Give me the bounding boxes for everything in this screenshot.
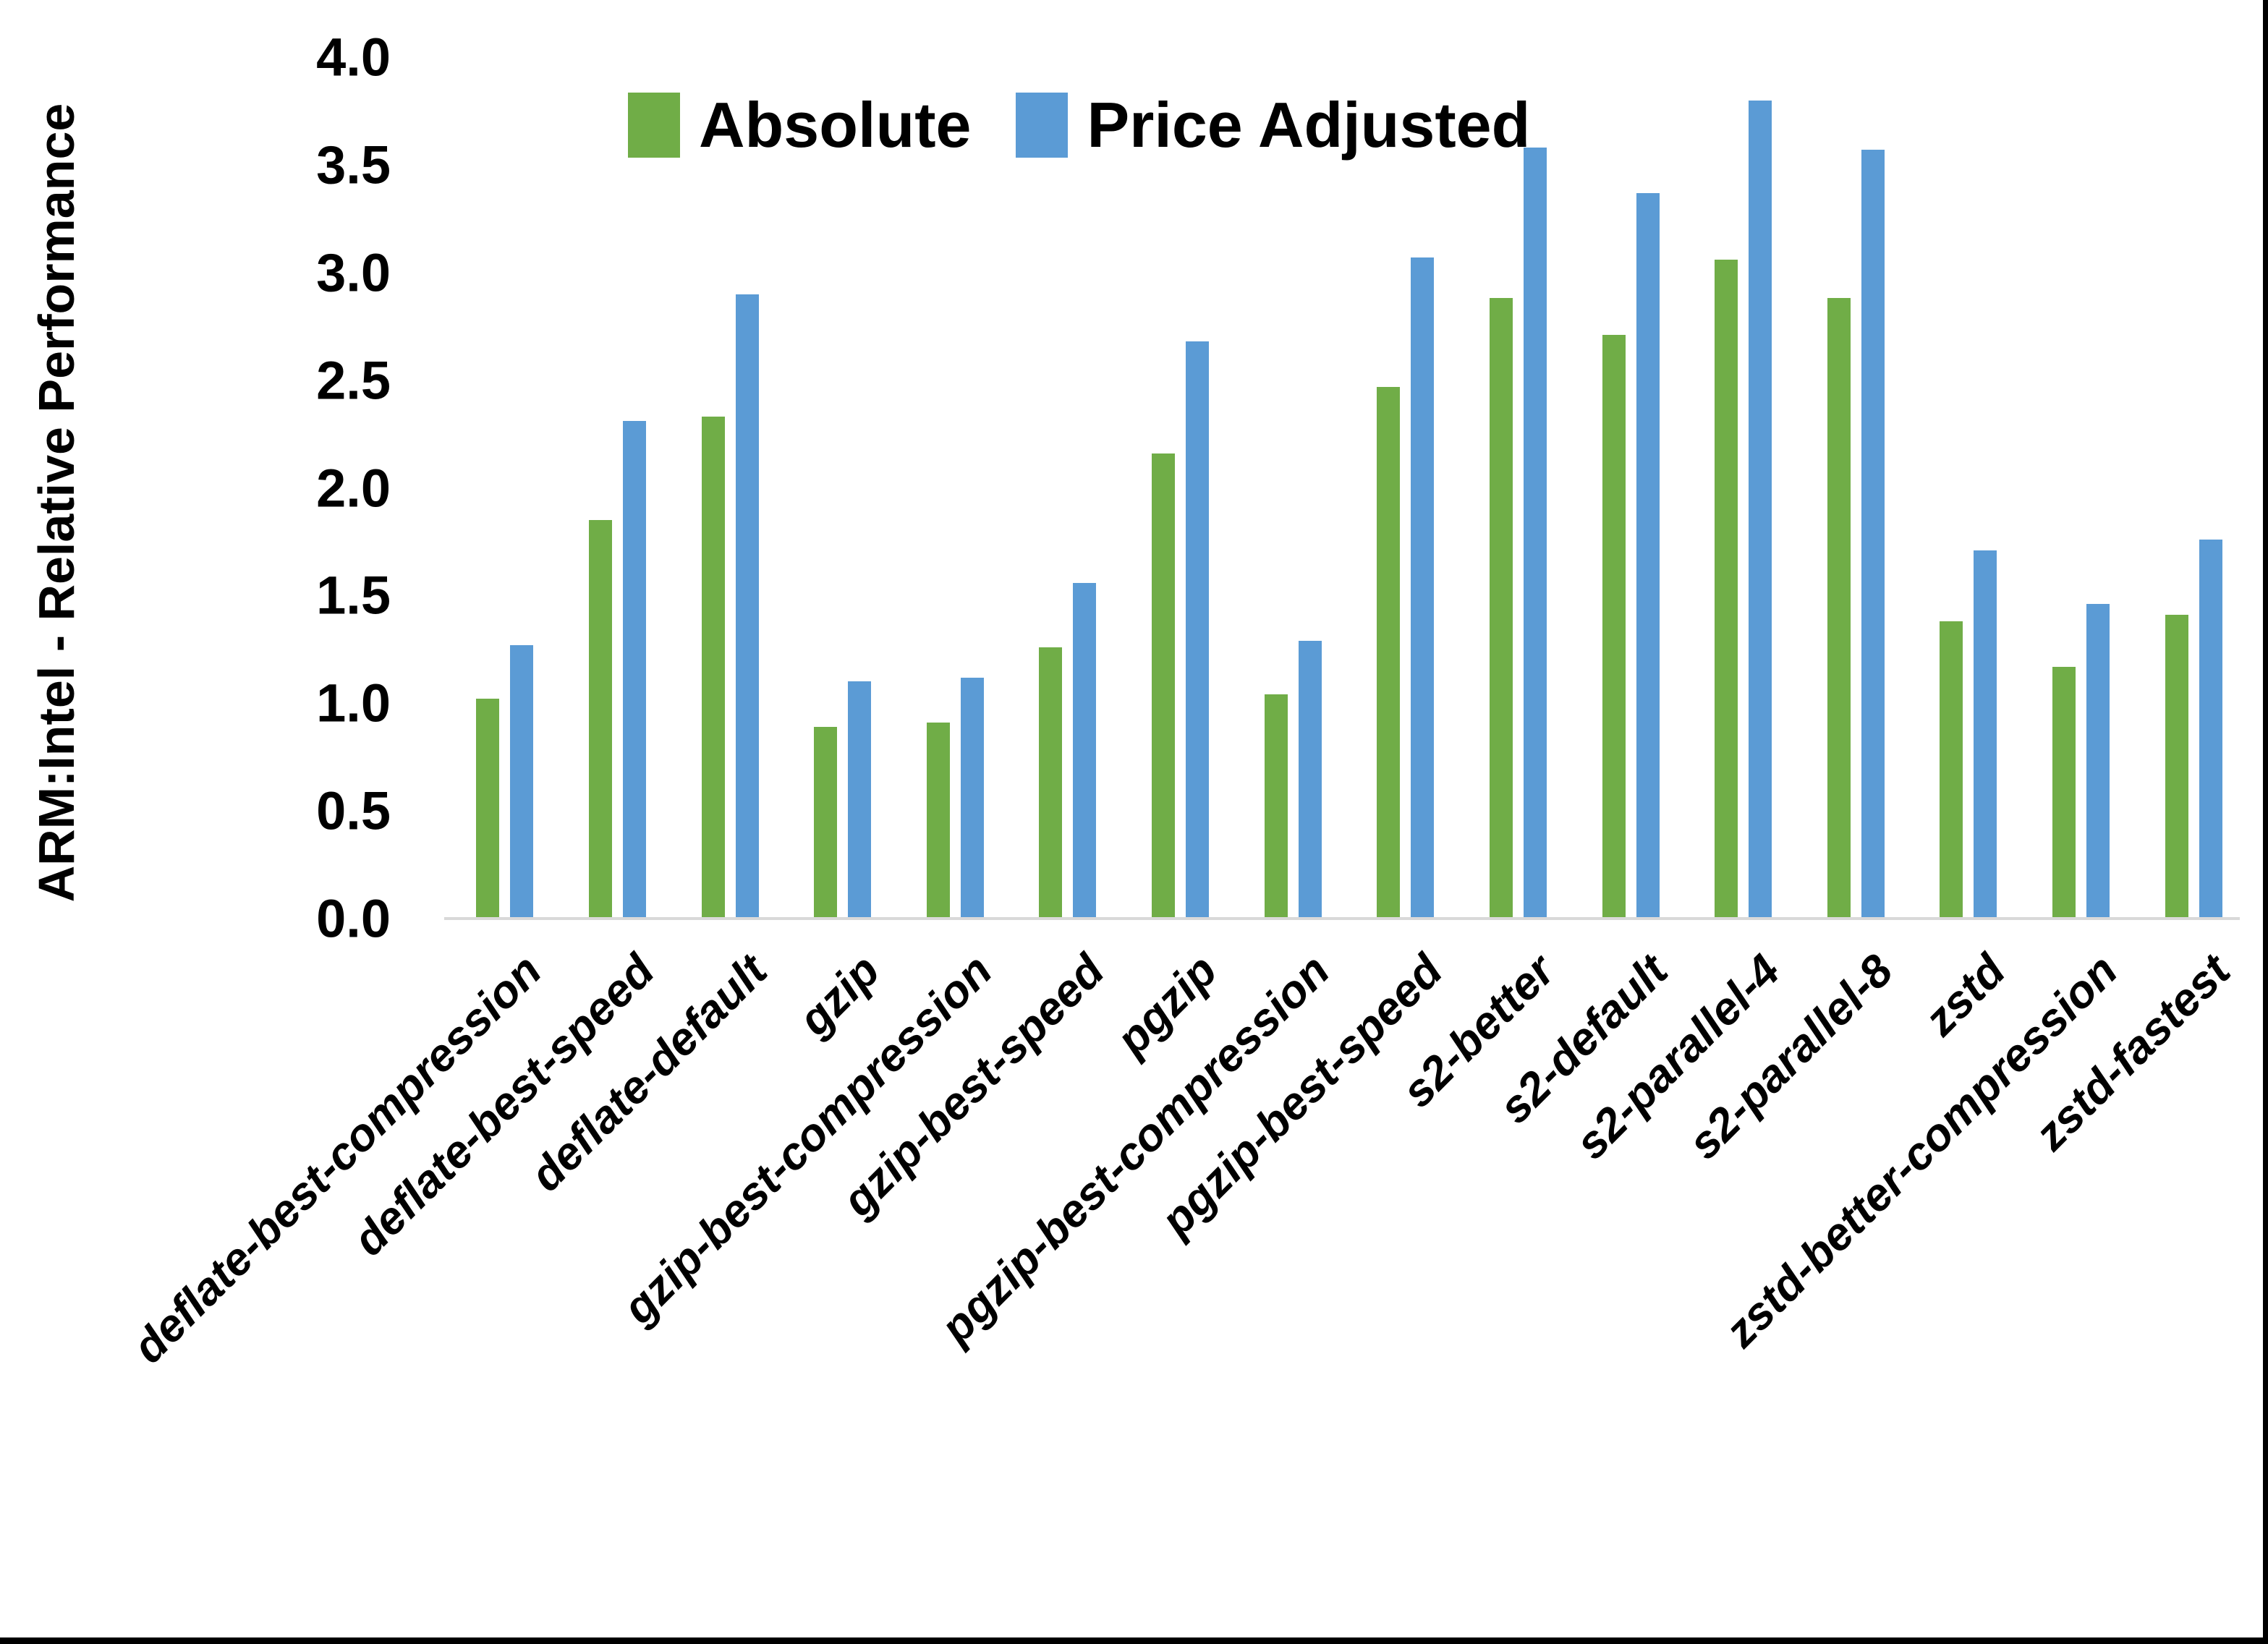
bar-group-pgzip-best-speed: pgzip-best-speed bbox=[1151, 57, 1462, 1246]
y-tick-label: 1.0 bbox=[316, 673, 391, 733]
plot-area: 4.0 3.5 3.0 2.5 2.0 1.5 1.0 0.5 0.0 deflate-best… bbox=[123, 27, 2250, 1373]
y-tick-label: 3.5 bbox=[316, 135, 391, 195]
bar-group-s2-parallel-8: s2-parallel-8 bbox=[1678, 57, 1913, 1169]
bar-group-gzip-best-compression: gzip-best-compression bbox=[613, 57, 1012, 1334]
bar-s2-default-absolute bbox=[1602, 335, 1626, 919]
bar-pgzip-best-compression-absolute bbox=[1264, 694, 1288, 919]
bar-groups: deflate-best-compression deflate-best-spe… bbox=[123, 57, 2250, 1373]
bar-deflate-best-compression-absolute bbox=[476, 699, 500, 919]
y-tick-label: 0.0 bbox=[316, 888, 391, 949]
bar-gzip-best-compression-price-adjusted bbox=[960, 677, 984, 919]
bar-group-pgzip-best-compression: pgzip-best-compression bbox=[931, 57, 1349, 1353]
x-axis-line bbox=[444, 917, 2240, 920]
bar-group-s2-better: s2-better bbox=[1393, 57, 1575, 1117]
frame-border-right bbox=[2263, 0, 2268, 1644]
bar-gzip-best-speed-absolute bbox=[1039, 647, 1063, 919]
bar-group-gzip: gzip bbox=[786, 57, 899, 1045]
y-tick-label: 3.0 bbox=[316, 242, 391, 303]
y-tick-label: 2.0 bbox=[316, 458, 391, 518]
legend-swatch-absolute bbox=[628, 93, 680, 158]
bar-pgzip-best-compression-price-adjusted bbox=[1298, 640, 1322, 919]
bar-zstd-absolute bbox=[1940, 621, 1963, 919]
bar-group-deflate-default: deflate-default bbox=[520, 57, 786, 1201]
bar-gzip-absolute bbox=[814, 727, 838, 919]
bar-s2-parallel-8-absolute bbox=[1827, 298, 1851, 919]
bar-pgzip-absolute bbox=[1152, 453, 1176, 919]
bar-s2-better-price-adjusted bbox=[1523, 148, 1547, 919]
bar-group-zstd-fastest: zstd-fastest bbox=[2025, 57, 2250, 1160]
y-tick-label: 2.5 bbox=[316, 350, 391, 411]
legend-item-absolute: Absolute bbox=[628, 88, 971, 162]
bar-group-zstd: zstd bbox=[1912, 57, 2025, 1045]
bar-group-s2-parallel-4: s2-parallel-4 bbox=[1566, 57, 1800, 1169]
y-tick-label: 0.5 bbox=[316, 780, 391, 841]
bar-zstd-price-adjusted bbox=[1974, 550, 1997, 919]
bar-s2-parallel-4-absolute bbox=[1715, 259, 1738, 919]
frame-border-bottom bbox=[0, 1637, 2268, 1644]
bar-s2-better-absolute bbox=[1489, 298, 1513, 919]
x-axis-label-zstd: zstd bbox=[1914, 945, 2016, 1046]
y-axis-tick-labels: 4.0 3.5 3.0 2.5 2.0 1.5 1.0 0.5 0.0 bbox=[260, 27, 391, 949]
bar-gzip-best-compression-absolute bbox=[926, 723, 950, 919]
x-axis-label-deflate-best-compression: deflate-best-compression bbox=[123, 945, 552, 1373]
bar-gzip-price-adjusted bbox=[848, 681, 872, 919]
bar-deflate-best-speed-absolute bbox=[588, 520, 612, 919]
legend-label-price-adjusted: Price Adjusted bbox=[1087, 89, 1531, 161]
x-axis-label-gzip: gzip bbox=[789, 945, 889, 1046]
bar-s2-parallel-8-price-adjusted bbox=[1861, 150, 1885, 919]
bar-zstd-fastest-absolute bbox=[2165, 615, 2188, 919]
bar-group-s2-default: s2-default bbox=[1489, 57, 1687, 1133]
bar-group-deflate-best-speed: deflate-best-speed bbox=[344, 57, 674, 1266]
bar-zstd-fastest-price-adjusted bbox=[2199, 539, 2222, 919]
bar-zstd-better-compression-absolute bbox=[2052, 666, 2076, 919]
bar-s2-default-price-adjusted bbox=[1636, 192, 1660, 919]
bar-s2-parallel-4-price-adjusted bbox=[1749, 100, 1772, 919]
bar-gzip-best-speed-price-adjusted bbox=[1073, 582, 1097, 919]
y-tick-label: 1.5 bbox=[316, 565, 391, 626]
bar-group-zstd-better-compression: zstd-better-compression bbox=[1715, 57, 2138, 1357]
bar-group-deflate-best-compression: deflate-best-compression bbox=[123, 57, 561, 1373]
bar-pgzip-best-speed-absolute bbox=[1377, 386, 1401, 919]
legend-label-absolute: Absolute bbox=[699, 89, 972, 161]
bar-zstd-better-compression-price-adjusted bbox=[2086, 604, 2110, 919]
bar-deflate-default-absolute bbox=[701, 417, 725, 919]
bar-deflate-best-compression-price-adjusted bbox=[510, 644, 534, 919]
bar-group-gzip-best-speed: gzip-best-speed bbox=[833, 57, 1124, 1226]
bar-deflate-best-speed-price-adjusted bbox=[622, 421, 646, 919]
bar-group-pgzip: pgzip bbox=[1107, 57, 1237, 1065]
legend: Absolute Price Adjusted bbox=[628, 88, 1530, 162]
legend-swatch-price-adjusted bbox=[1016, 93, 1069, 158]
bar-deflate-default-price-adjusted bbox=[735, 294, 759, 919]
y-tick-label: 4.0 bbox=[316, 27, 391, 88]
legend-item-price-adjusted: Price Adjusted bbox=[1016, 88, 1530, 162]
bar-pgzip-price-adjusted bbox=[1186, 341, 1210, 919]
bar-pgzip-best-speed-price-adjusted bbox=[1411, 257, 1435, 919]
y-axis-title: ARM:Intel - Relative Performance bbox=[28, 103, 85, 903]
